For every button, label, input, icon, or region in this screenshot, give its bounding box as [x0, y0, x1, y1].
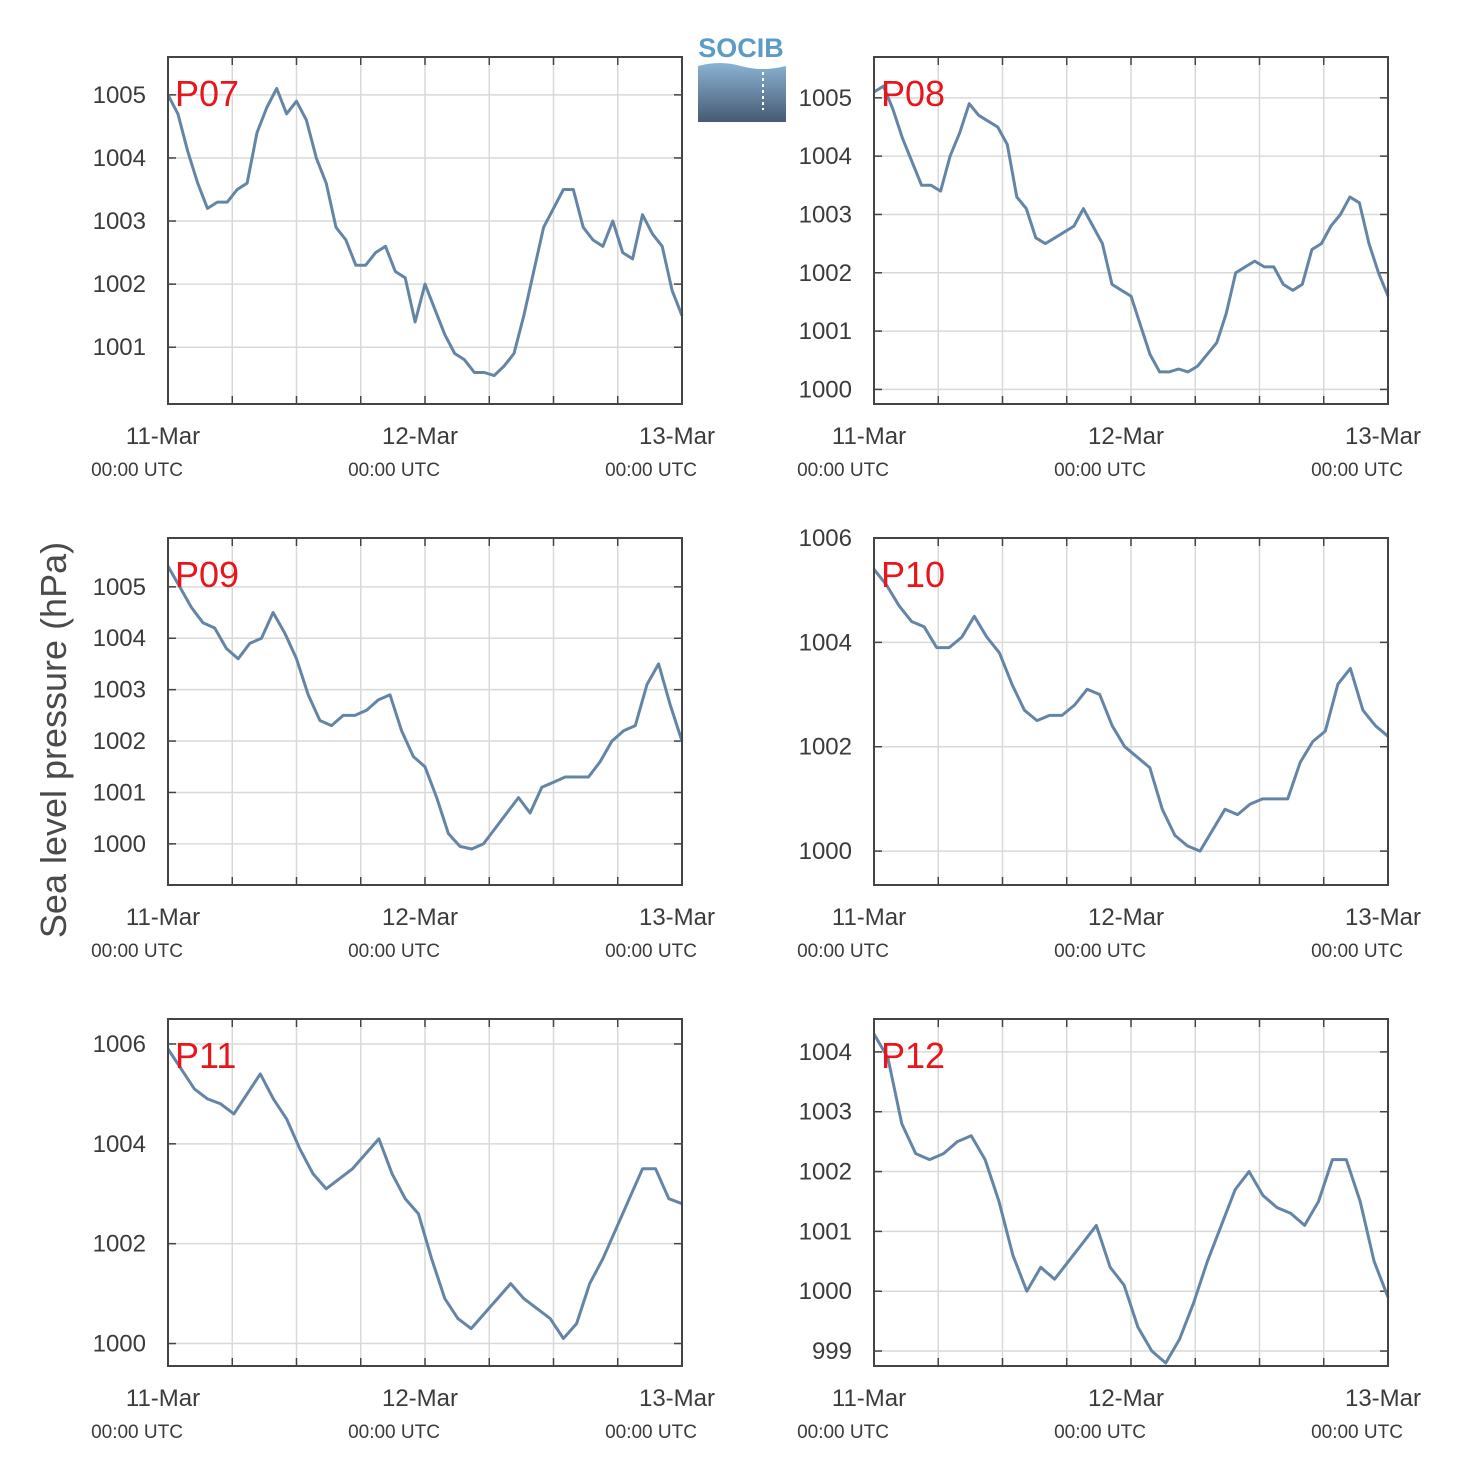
- y-tick-label: 1005: [799, 85, 852, 112]
- y-tick-label: 1002: [799, 260, 852, 287]
- panels: 1001 1002 1003 1004 1005 11-Mar 00:00 UTC 12-Ma…: [91, 56, 1421, 1443]
- y-tick-label: 1001: [93, 779, 146, 806]
- x-tick-label: 11-Mar: [832, 423, 906, 450]
- y-tick-label: 1004: [93, 145, 146, 172]
- x-tick-sublabel: 00:00 UTC: [91, 460, 183, 481]
- x-tick-label: 12-Mar: [382, 423, 458, 450]
- y-axis-label: Sea level pressure (hPa): [33, 542, 74, 938]
- y-tick-label: 1003: [799, 1099, 852, 1126]
- station-label: P08: [881, 73, 945, 114]
- x-tick-label: 11-Mar: [126, 904, 200, 931]
- x-tick-label: 13-Mar: [1345, 904, 1421, 931]
- x-tick-label: 12-Mar: [382, 1385, 458, 1412]
- series-line-p08: [873, 84, 1390, 374]
- x-tick-sublabel: 00:00 UTC: [1311, 460, 1403, 481]
- y-tick-label: 1000: [799, 376, 852, 403]
- x-tick-sublabel: 00:00 UTC: [605, 941, 697, 962]
- y-tick-label: 1000: [93, 831, 146, 858]
- y-tick-label: 1002: [93, 1231, 146, 1258]
- y-tick-label: 1006: [799, 525, 852, 552]
- chart-panel-p08: 1000 1001 1002 1003 1004 1005 11-Mar 00:00 UTC 1…: [797, 56, 1421, 481]
- socib-logo: SOCIB: [698, 33, 786, 122]
- y-tick-label: 1002: [799, 1159, 852, 1186]
- y-tick-label: 1000: [799, 838, 852, 865]
- x-tick-sublabel: 00:00 UTC: [348, 1422, 440, 1443]
- x-tick-sublabel: 00:00 UTC: [797, 941, 889, 962]
- x-tick-label: 13-Mar: [639, 904, 715, 931]
- series-line-p09: [166, 565, 684, 851]
- plot-frame: [167, 537, 683, 886]
- x-tick-sublabel: 00:00 UTC: [348, 460, 440, 481]
- logo-wave: [698, 63, 786, 122]
- x-tick-label: 12-Mar: [1088, 904, 1164, 931]
- x-tick-label: 13-Mar: [639, 1385, 715, 1412]
- y-tick-label: 1004: [799, 1039, 852, 1066]
- plot-frame: [873, 56, 1389, 405]
- x-tick-sublabel: 00:00 UTC: [797, 1422, 889, 1443]
- x-tick-sublabel: 00:00 UTC: [1311, 941, 1403, 962]
- y-tick-label: 999: [812, 1338, 852, 1365]
- series-line-p12: [872, 1033, 1390, 1365]
- y-tick-label: 1000: [799, 1278, 852, 1305]
- chart-panel-p09: 1000 1001 1002 1003 1004 1005 11-Mar 00:00 UTC 1…: [91, 537, 715, 962]
- plot-frame: [167, 1018, 683, 1367]
- series-line-p10: [872, 568, 1389, 853]
- x-tick-label: 12-Mar: [382, 904, 458, 931]
- chart-panel-p10: 1000 1002 1004 1006 11-Mar 00:00 UTC 12-Mar 00:…: [797, 525, 1421, 962]
- y-tick-label: 1002: [799, 734, 852, 761]
- plot-frame: [873, 537, 1389, 886]
- chart-panel-p07: 1001 1002 1003 1004 1005 11-Mar 00:00 UTC 12-Ma…: [91, 56, 715, 481]
- x-tick-label: 11-Mar: [832, 904, 906, 931]
- x-tick-sublabel: 00:00 UTC: [1311, 1422, 1403, 1443]
- y-tick-label: 1004: [93, 1131, 146, 1158]
- logo-text: SOCIB: [698, 33, 784, 63]
- station-label: P09: [175, 554, 239, 595]
- x-tick-sublabel: 00:00 UTC: [1054, 460, 1146, 481]
- x-tick-label: 13-Mar: [639, 423, 715, 450]
- x-tick-sublabel: 00:00 UTC: [1054, 1422, 1146, 1443]
- chart-panel-p11: 1000 1002 1004 1006 11-Mar 00:00 UTC 12-Mar 00:…: [91, 1018, 715, 1443]
- y-tick-label: 1004: [799, 143, 852, 170]
- y-tick-label: 1003: [93, 677, 146, 704]
- x-tick-label: 13-Mar: [1345, 423, 1421, 450]
- station-label: P10: [881, 554, 945, 595]
- x-tick-sublabel: 00:00 UTC: [1054, 941, 1146, 962]
- x-tick-label: 12-Mar: [1088, 423, 1164, 450]
- y-tick-label: 1005: [93, 82, 146, 109]
- x-tick-label: 12-Mar: [1088, 1385, 1164, 1412]
- series-line-p11: [166, 1048, 683, 1340]
- station-label: P12: [881, 1035, 945, 1076]
- x-tick-label: 11-Mar: [126, 423, 200, 450]
- x-tick-sublabel: 00:00 UTC: [348, 941, 440, 962]
- y-tick-label: 1003: [93, 208, 146, 235]
- x-tick-label: 13-Mar: [1345, 1385, 1421, 1412]
- x-tick-sublabel: 00:00 UTC: [797, 460, 889, 481]
- series-line-p07: [166, 87, 684, 378]
- y-tick-label: 1006: [93, 1031, 146, 1058]
- x-tick-sublabel: 00:00 UTC: [91, 1422, 183, 1443]
- station-label: P07: [175, 73, 239, 114]
- y-tick-label: 1005: [93, 574, 146, 601]
- plot-frame: [167, 56, 683, 405]
- y-tick-label: 1002: [93, 271, 146, 298]
- station-label: P11: [175, 1035, 236, 1076]
- y-tick-label: 1004: [93, 625, 146, 652]
- x-tick-sublabel: 00:00 UTC: [605, 460, 697, 481]
- x-tick-label: 11-Mar: [832, 1385, 906, 1412]
- plot-frame: [873, 1018, 1389, 1367]
- x-tick-sublabel: 00:00 UTC: [91, 941, 183, 962]
- y-tick-label: 1001: [93, 334, 146, 361]
- y-tick-label: 1000: [93, 1331, 146, 1358]
- y-tick-label: 1002: [93, 728, 146, 755]
- y-tick-label: 1001: [799, 1218, 852, 1245]
- y-tick-label: 1001: [799, 318, 852, 345]
- chart-panel-p12: 999 1000 1001 1002 1003 1004 11-Mar 00:00 UTC 12…: [797, 1018, 1421, 1443]
- y-tick-label: 1003: [799, 201, 852, 228]
- x-tick-label: 11-Mar: [126, 1385, 200, 1412]
- y-tick-label: 1004: [799, 629, 852, 656]
- x-tick-sublabel: 00:00 UTC: [605, 1422, 697, 1443]
